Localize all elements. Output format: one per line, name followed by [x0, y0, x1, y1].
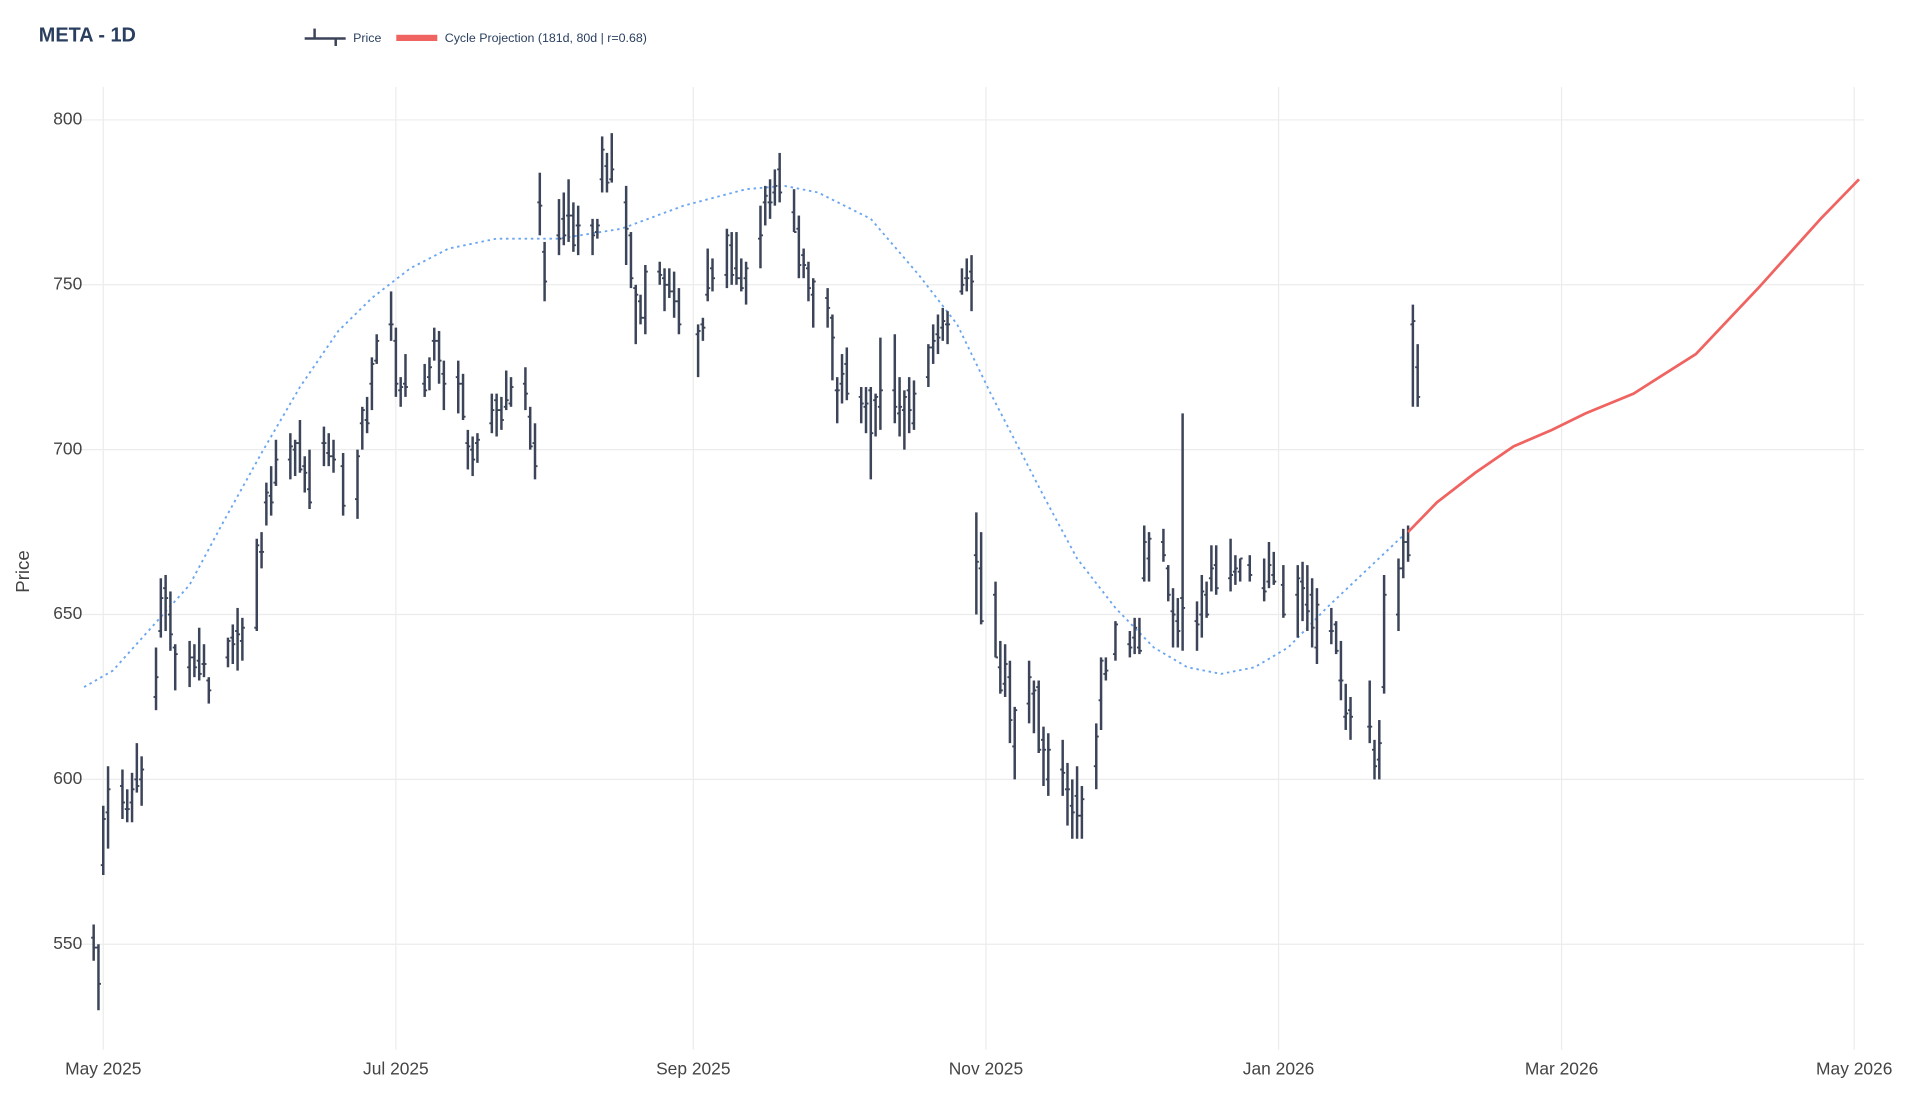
legend-label: Price [353, 31, 381, 45]
legend: Price Cycle Projection (181d, 80d | r=0.6… [304, 28, 647, 46]
legend-item: Price [304, 28, 381, 46]
legend-label: Cycle Projection (181d, 80d | r=0.68) [445, 31, 647, 45]
x-tick-label: Jul 2025 [363, 1058, 429, 1078]
ohlc-series [91, 133, 1421, 1011]
y-tick-label: 650 [53, 603, 82, 623]
legend-item: Cycle Projection (181d, 80d | r=0.68) [396, 31, 647, 45]
x-tick-label: Sep 2025 [656, 1058, 730, 1078]
x-tick-label: Jan 2026 [1243, 1058, 1315, 1078]
y-tick-label: 750 [53, 273, 82, 293]
y-tick-label: 700 [53, 438, 82, 458]
projection-line [1407, 178, 1860, 534]
x-tick-label: May 2026 [1816, 1058, 1892, 1078]
legend-swatch [396, 34, 438, 41]
cycle-fit-line [83, 184, 1404, 688]
y-tick-label: 800 [53, 109, 82, 129]
x-tick-label: Nov 2025 [949, 1058, 1023, 1078]
y-tick-label: 600 [53, 768, 82, 788]
x-tick-label: Mar 2026 [1525, 1058, 1598, 1078]
y-axis-title: Price [12, 550, 33, 592]
x-tick-label: May 2025 [65, 1058, 141, 1078]
chart-title: META - 1D [39, 24, 136, 46]
plot-area [83, 133, 1860, 1011]
y-tick-label: 550 [53, 933, 82, 953]
